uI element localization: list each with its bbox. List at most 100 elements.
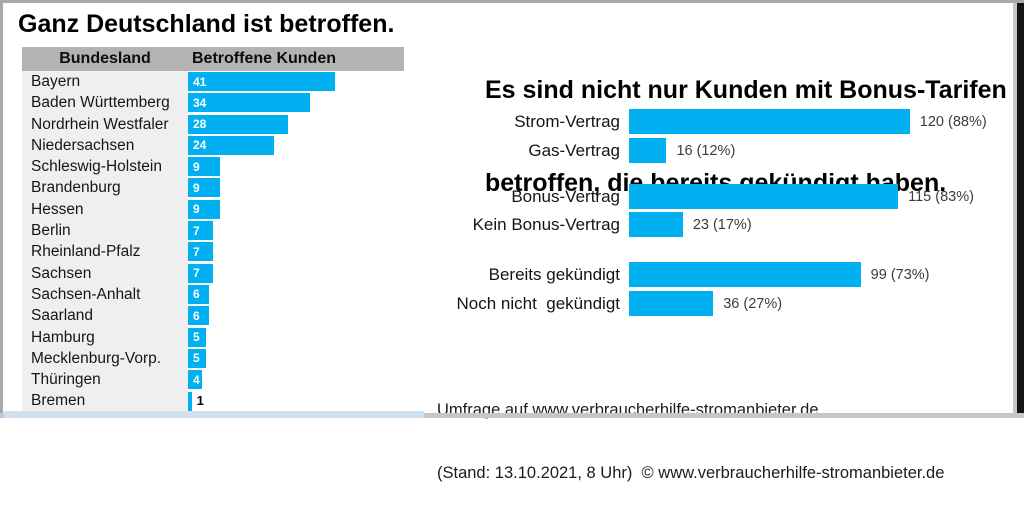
state-label: Hessen <box>22 198 188 221</box>
state-bar: 7 <box>188 263 214 283</box>
bar-value-label: 99 (73%) <box>870 266 930 283</box>
state-bar-cell: 28 <box>188 114 424 135</box>
state-bar-cell: 7 <box>188 220 424 241</box>
state-bar: 9 <box>188 157 221 177</box>
state-bar: 4 <box>188 370 203 390</box>
source-footer: Umfrage auf www.verbraucherhilfe-stroman… <box>437 358 997 526</box>
state-bar: 6 <box>188 306 210 326</box>
frame-bottom-blue-strip <box>4 411 424 418</box>
state-bar-cell: 5 <box>188 327 424 348</box>
state-label: Sachsen-Anhalt <box>22 283 188 306</box>
table-row: Berlin 7 <box>22 220 424 242</box>
state-bar-cell: 4 <box>188 369 424 390</box>
state-label: Mecklenburg-Vorp. <box>22 347 188 370</box>
state-value: 6 <box>193 287 200 302</box>
bar-value-label: 115 (83%) <box>908 188 974 205</box>
table-row: Rheinland-Pfalz 7 <box>22 241 424 263</box>
bar <box>629 262 861 287</box>
state-value: 24 <box>193 138 207 153</box>
frame-bottom-border <box>0 413 1024 418</box>
state-label: Niedersachsen <box>22 134 188 157</box>
table-row: Hamburg 5 <box>22 326 424 348</box>
state-bar: 34 <box>188 93 310 113</box>
state-label: Berlin <box>22 220 188 242</box>
frame-right-gray-border <box>1013 3 1017 413</box>
table-row: Hessen 9 <box>22 198 424 221</box>
bar-value-label: 23 (17%) <box>692 216 752 233</box>
table-row: Sachsen 7 <box>22 262 424 284</box>
table-row: Thüringen 4 <box>22 369 424 391</box>
bar-value-label: 16 (12%) <box>676 142 736 159</box>
state-label: Baden Württemberg <box>22 92 188 114</box>
state-bar-cell: 6 <box>188 284 424 305</box>
state-bar: 7 <box>188 221 214 241</box>
table-header-bundesland: Bundesland <box>59 50 151 67</box>
state-value: 4 <box>193 372 200 387</box>
state-label: Bayern <box>22 71 188 93</box>
source-footer-line2: (Stand: 13.10.2021, 8 Uhr) © www.verbrau… <box>437 464 945 482</box>
state-bar-cell: 6 <box>188 305 424 326</box>
state-bar: 5 <box>188 327 206 347</box>
state-bar: 24 <box>188 135 274 155</box>
state-value: 7 <box>193 266 200 281</box>
table-row: Brandenburg 9 <box>22 177 424 199</box>
frame-top-border <box>0 0 1024 3</box>
bar <box>629 109 910 134</box>
right-chart-title-line1: Es sind nicht nur Kunden mit Bonus-Tarif… <box>485 76 1007 104</box>
bar-label: Gas-Vertrag <box>528 140 620 160</box>
bar-value-label: 120 (88%) <box>919 113 987 130</box>
table-row: Niedersachsen 24 <box>22 134 424 157</box>
frame-right-black-border <box>1017 3 1024 413</box>
state-bar-cell: 7 <box>188 263 424 284</box>
frame-left-border <box>0 0 3 418</box>
state-label: Rheinland-Pfalz <box>22 241 188 263</box>
state-label: Thüringen <box>22 369 188 391</box>
state-value: 7 <box>193 244 200 259</box>
state-value: 5 <box>193 351 200 366</box>
state-bar <box>188 392 192 412</box>
table-row: Baden Württemberg 34 <box>22 92 424 114</box>
state-label: Hamburg <box>22 326 188 348</box>
bar-label: Bonus-Vertrag <box>511 186 620 206</box>
state-value: 34 <box>193 95 207 110</box>
state-bar-table: Bayern 41 Baden Württemberg 34 Nordrhein… <box>22 71 424 412</box>
state-value: 41 <box>193 74 207 89</box>
state-value: 9 <box>193 159 200 174</box>
table-header-betroffene-kunden: Betroffene Kunden <box>192 50 336 67</box>
state-value: 9 <box>193 202 200 217</box>
bar-value-label: 36 (27%) <box>723 295 783 312</box>
state-bar: 5 <box>188 348 206 368</box>
state-value: 6 <box>193 308 200 323</box>
state-value: 1 <box>196 393 204 409</box>
table-row: Nordrhein Westfaler 28 <box>22 113 424 135</box>
table-header-row: Bundesland Betroffene Kunden <box>22 47 404 71</box>
state-bar-cell: 7 <box>188 241 424 262</box>
state-bar: 41 <box>188 72 335 91</box>
bar-label: Kein Bonus-Vertrag <box>472 214 620 234</box>
state-label: Brandenburg <box>22 177 188 199</box>
state-bar-cell: 41 <box>188 71 424 92</box>
bar-row-bonus-vertrag: Bonus-Vertrag 115 (83%) <box>437 184 974 209</box>
state-bar: 7 <box>188 242 214 262</box>
table-row: Sachsen-Anhalt 6 <box>22 283 424 306</box>
state-bar: 9 <box>188 199 221 219</box>
state-bar-cell: 1 <box>188 390 424 412</box>
bar <box>629 212 683 237</box>
state-bar: 28 <box>188 114 289 134</box>
state-label: Nordrhein Westfaler <box>22 113 188 135</box>
table-row: Bremen 1 <box>22 390 424 412</box>
bar-row-gas-vertrag: Gas-Vertrag 16 (12%) <box>437 138 735 163</box>
state-value: 9 <box>193 180 200 195</box>
bar-row-bereits-gekuendigt: Bereits gekündigt 99 (73%) <box>437 262 930 287</box>
state-label: Schleswig-Holstein <box>22 156 188 178</box>
state-bar-cell: 5 <box>188 348 424 369</box>
state-bar-cell: 9 <box>188 199 424 220</box>
bar <box>629 184 899 209</box>
state-bar-cell: 9 <box>188 156 424 177</box>
bar-label: Strom-Vertrag <box>514 111 620 131</box>
bar <box>629 138 667 163</box>
table-row: Mecklenburg-Vorp. 5 <box>22 347 424 370</box>
state-value: 5 <box>193 330 200 345</box>
table-row: Bayern 41 <box>22 71 424 93</box>
state-label: Saarland <box>22 305 188 327</box>
